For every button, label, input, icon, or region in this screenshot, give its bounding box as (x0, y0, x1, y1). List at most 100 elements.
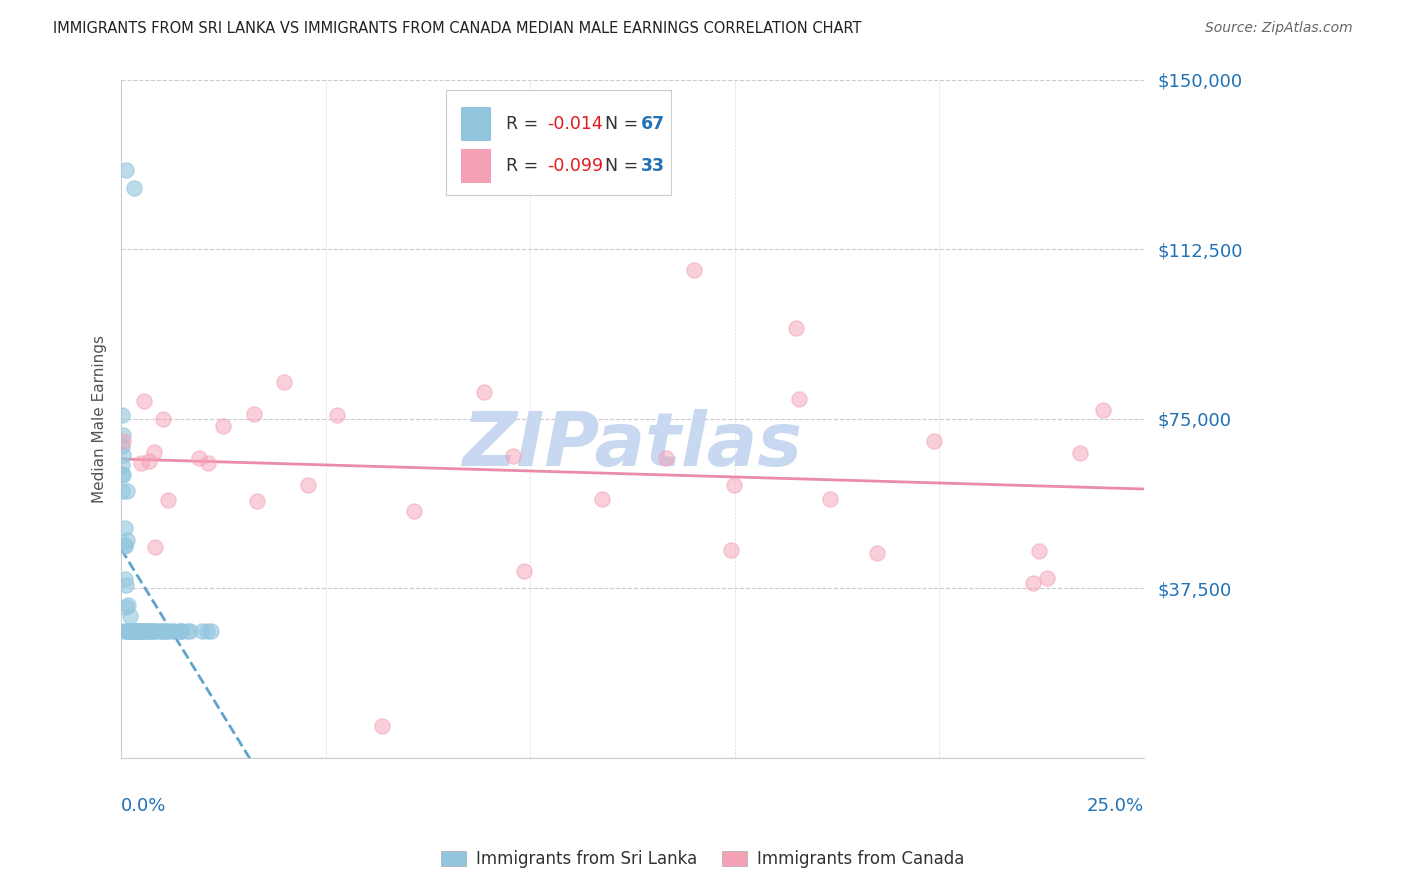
Point (114, 538, 136, 552)
Point (787, 392, 810, 406)
Point (125, 624, 148, 639)
Point (1028, 544, 1050, 558)
Point (176, 624, 198, 639)
Point (157, 624, 180, 639)
Text: IMMIGRANTS FROM SRI LANKA VS IMMIGRANTS FROM CANADA MEDIAN MALE EARNINGS CORRELA: IMMIGRANTS FROM SRI LANKA VS IMMIGRANTS … (53, 21, 862, 37)
Point (150, 624, 173, 639)
Point (723, 478, 745, 492)
Point (591, 491, 613, 506)
Point (143, 444, 166, 458)
Point (117, 624, 139, 639)
Text: 0.0%: 0.0% (121, 797, 166, 814)
Point (371, 719, 394, 733)
Point (195, 624, 218, 639)
Point (402, 504, 425, 518)
Point (125, 624, 148, 639)
Point (129, 624, 152, 639)
Point (138, 624, 160, 639)
Point (115, 483, 138, 498)
Point (120, 624, 142, 639)
Text: ZIPatlas: ZIPatlas (463, 409, 803, 483)
Point (1092, 402, 1115, 417)
Point (922, 434, 945, 449)
Point (1036, 571, 1059, 585)
Point (246, 493, 269, 508)
Point (117, 599, 139, 613)
Point (170, 624, 193, 639)
Point (785, 321, 807, 335)
Point (131, 624, 153, 639)
Point (121, 624, 143, 639)
Text: Source: ZipAtlas.com: Source: ZipAtlas.com (1205, 21, 1353, 36)
Point (866, 546, 889, 560)
Point (720, 543, 742, 558)
Point (131, 624, 153, 639)
Point (131, 624, 153, 639)
Point (120, 624, 142, 639)
Point (122, 624, 145, 639)
Text: 33: 33 (641, 157, 665, 175)
Point (114, 539, 136, 553)
Point (474, 385, 496, 400)
Point (115, 577, 138, 591)
Point (129, 456, 152, 470)
Point (197, 456, 219, 470)
Point (115, 533, 138, 548)
Point (143, 540, 166, 554)
Point (242, 407, 264, 421)
Point (111, 428, 134, 442)
Legend: Immigrants from Sri Lanka, Immigrants from Canada: Immigrants from Sri Lanka, Immigrants fr… (434, 844, 972, 875)
Point (152, 411, 174, 425)
Point (128, 624, 150, 639)
Text: R =: R = (506, 157, 544, 175)
Point (145, 624, 167, 639)
Point (115, 163, 138, 178)
Point (125, 624, 148, 639)
Point (159, 624, 181, 639)
Point (191, 624, 214, 639)
Text: 25.0%: 25.0% (1087, 797, 1144, 814)
Point (128, 624, 150, 639)
Point (111, 408, 134, 422)
Text: -0.099: -0.099 (547, 157, 603, 175)
Point (134, 394, 156, 409)
Point (120, 624, 142, 639)
Point (128, 624, 150, 639)
Text: N =: N = (605, 157, 644, 175)
Point (138, 454, 160, 468)
Point (118, 609, 141, 624)
Point (141, 624, 163, 639)
Point (111, 439, 134, 453)
Point (112, 468, 135, 483)
Point (169, 624, 191, 639)
Text: R =: R = (506, 115, 544, 133)
Point (200, 624, 222, 639)
Point (683, 262, 706, 277)
Point (111, 458, 134, 472)
Point (502, 449, 524, 463)
Point (115, 624, 138, 639)
Point (135, 624, 157, 639)
Point (187, 450, 209, 465)
Point (124, 181, 146, 195)
Point (153, 624, 176, 639)
Point (273, 375, 295, 389)
Point (297, 477, 319, 491)
Point (146, 624, 169, 639)
Point (120, 624, 142, 639)
Point (128, 624, 150, 639)
Point (114, 572, 136, 586)
Point (117, 624, 139, 639)
Point (142, 624, 165, 639)
Y-axis label: Median Male Earnings: Median Male Earnings (93, 334, 107, 503)
Point (111, 434, 134, 448)
Point (139, 624, 162, 639)
Point (152, 624, 174, 639)
FancyBboxPatch shape (461, 107, 492, 141)
Point (155, 624, 177, 639)
Point (114, 521, 136, 535)
Text: -0.014: -0.014 (547, 115, 602, 133)
Point (1069, 446, 1091, 460)
Point (179, 624, 201, 639)
Point (138, 624, 160, 639)
